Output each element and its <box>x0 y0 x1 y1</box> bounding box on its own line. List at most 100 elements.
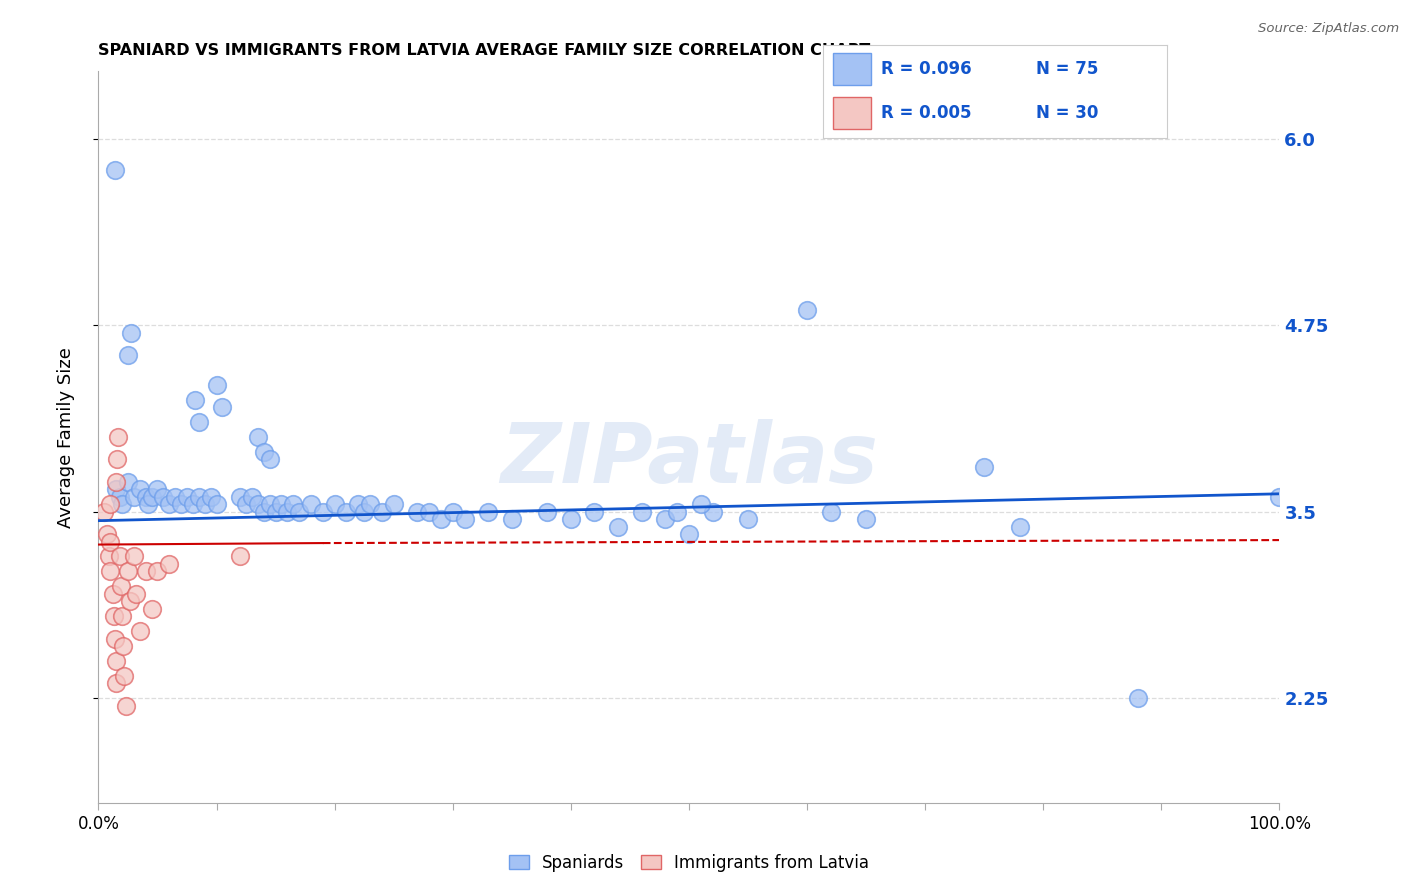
Point <box>181 497 204 511</box>
Point <box>666 505 689 519</box>
Point <box>105 654 128 668</box>
Point <box>1008 519 1031 533</box>
Point <box>200 490 222 504</box>
Point <box>441 505 464 519</box>
Point <box>117 348 139 362</box>
Text: ZIPatlas: ZIPatlas <box>501 418 877 500</box>
Point <box>630 505 652 519</box>
Point <box>259 497 281 511</box>
Point <box>121 326 143 340</box>
Point <box>101 587 124 601</box>
Point <box>107 430 129 444</box>
Point <box>382 497 405 511</box>
Point <box>152 490 174 504</box>
Point <box>135 565 157 579</box>
Point <box>136 497 159 511</box>
Point <box>146 483 169 497</box>
Point <box>229 490 252 504</box>
Point <box>122 549 145 564</box>
Point <box>347 497 370 511</box>
Text: N = 30: N = 30 <box>1036 104 1098 122</box>
Point <box>359 497 381 511</box>
Point <box>128 483 150 497</box>
Point <box>125 587 148 601</box>
Point <box>170 497 193 511</box>
Point <box>103 609 125 624</box>
Point <box>371 505 394 519</box>
Point <box>654 512 676 526</box>
Point <box>501 512 523 526</box>
Point <box>240 490 263 504</box>
Point <box>111 497 134 511</box>
Point <box>111 609 134 624</box>
Point <box>270 497 292 511</box>
Text: R = 0.096: R = 0.096 <box>882 60 972 78</box>
Point <box>122 490 145 504</box>
Point <box>253 445 276 459</box>
Point <box>536 505 558 519</box>
Point <box>114 698 136 713</box>
Point <box>187 490 209 504</box>
Point <box>120 594 142 608</box>
Point <box>205 377 228 392</box>
Point <box>276 505 298 519</box>
Point <box>105 676 128 690</box>
Point <box>165 490 187 504</box>
Point <box>335 505 357 519</box>
Point <box>110 579 132 593</box>
Point <box>98 497 121 511</box>
Point <box>105 452 128 467</box>
Point <box>253 505 276 519</box>
Point <box>98 565 121 579</box>
Point <box>973 459 995 474</box>
Point <box>737 512 759 526</box>
Point <box>678 527 700 541</box>
Point <box>418 505 440 519</box>
Point <box>135 490 157 504</box>
Point <box>141 490 163 504</box>
Point <box>312 505 335 519</box>
Point <box>353 505 375 519</box>
Point <box>477 505 499 519</box>
Point <box>820 505 842 519</box>
Point <box>689 497 711 511</box>
Point <box>96 527 118 541</box>
Point <box>246 430 269 444</box>
Point <box>430 512 453 526</box>
Point <box>98 534 121 549</box>
Point <box>157 557 180 571</box>
Point <box>108 490 131 504</box>
Point <box>117 475 139 489</box>
Point <box>184 392 207 407</box>
Text: Source: ZipAtlas.com: Source: ZipAtlas.com <box>1258 22 1399 36</box>
Point <box>194 497 217 511</box>
Text: N = 75: N = 75 <box>1036 60 1098 78</box>
Y-axis label: Average Family Size: Average Family Size <box>56 347 75 527</box>
Point <box>141 601 163 615</box>
Point <box>283 497 305 511</box>
Point <box>235 497 257 511</box>
Point <box>105 483 128 497</box>
Point <box>1126 691 1149 706</box>
Point <box>93 505 115 519</box>
Point <box>702 505 724 519</box>
Text: SPANIARD VS IMMIGRANTS FROM LATVIA AVERAGE FAMILY SIZE CORRELATION CHART: SPANIARD VS IMMIGRANTS FROM LATVIA AVERA… <box>98 43 870 58</box>
Point <box>211 401 233 415</box>
Point <box>288 505 311 519</box>
Point <box>1268 490 1291 504</box>
Point <box>98 549 121 564</box>
Legend: Spaniards, Immigrants from Latvia: Spaniards, Immigrants from Latvia <box>502 847 876 879</box>
Point <box>299 497 322 511</box>
Point <box>796 303 818 318</box>
Point <box>108 549 131 564</box>
Point <box>104 632 127 646</box>
Point <box>246 497 269 511</box>
Point <box>583 505 606 519</box>
Point <box>117 565 139 579</box>
Point <box>560 512 582 526</box>
Point <box>105 475 128 489</box>
Point <box>157 497 180 511</box>
Point <box>259 452 281 467</box>
Point <box>264 505 287 519</box>
Point <box>187 415 209 429</box>
